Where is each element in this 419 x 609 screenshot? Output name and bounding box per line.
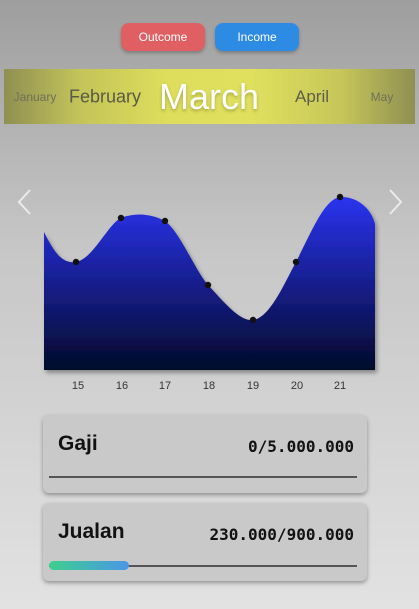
month-february[interactable]: February <box>68 86 142 106</box>
month-january[interactable]: January <box>13 89 57 104</box>
chart-area <box>44 196 375 370</box>
chart-point <box>161 217 169 225</box>
outcome-button[interactable]: Outcome <box>121 23 205 51</box>
budget-amount: 0/5.000.000 <box>248 437 354 456</box>
chart-point <box>249 316 257 324</box>
budget-progress-bar <box>49 561 357 570</box>
month-selector[interactable]: January February March April May <box>4 69 415 124</box>
chart-point <box>117 214 125 222</box>
x-tick-label: 20 <box>291 380 303 392</box>
x-tick-label: 15 <box>72 380 84 392</box>
budget-amount: 230.000/900.000 <box>209 525 355 544</box>
month-may[interactable]: May <box>370 89 394 104</box>
x-tick-label: 18 <box>203 380 215 392</box>
chart-points <box>72 193 344 324</box>
x-tick-label: 21 <box>334 380 346 392</box>
chart-point <box>72 258 80 266</box>
budget-title: Jualan <box>58 520 125 543</box>
month-current[interactable]: March <box>158 75 260 117</box>
chart-point <box>292 258 300 266</box>
budget-progress-fill <box>49 561 130 570</box>
chart-point <box>204 281 212 289</box>
chart-point <box>336 193 344 201</box>
budget-card-jualan[interactable]: Jualan 230.000/900.000 <box>43 503 367 581</box>
budget-progress-bar <box>49 476 357 478</box>
chevron-right-icon[interactable] <box>385 187 407 217</box>
budget-card-gaji[interactable]: Gaji 0/5.000.000 <box>43 415 367 493</box>
income-button[interactable]: Income <box>215 23 299 51</box>
month-april[interactable]: April <box>294 86 330 106</box>
x-tick-label: 16 <box>116 380 128 392</box>
budget-title: Gaji <box>58 432 98 455</box>
x-tick-label: 19 <box>247 380 259 392</box>
x-axis-labels: 15 16 17 18 19 20 21 <box>72 380 346 392</box>
daily-chart: 15 16 17 18 19 20 21 <box>44 193 375 392</box>
chevron-left-icon[interactable] <box>14 187 36 217</box>
x-tick-label: 17 <box>159 380 171 392</box>
